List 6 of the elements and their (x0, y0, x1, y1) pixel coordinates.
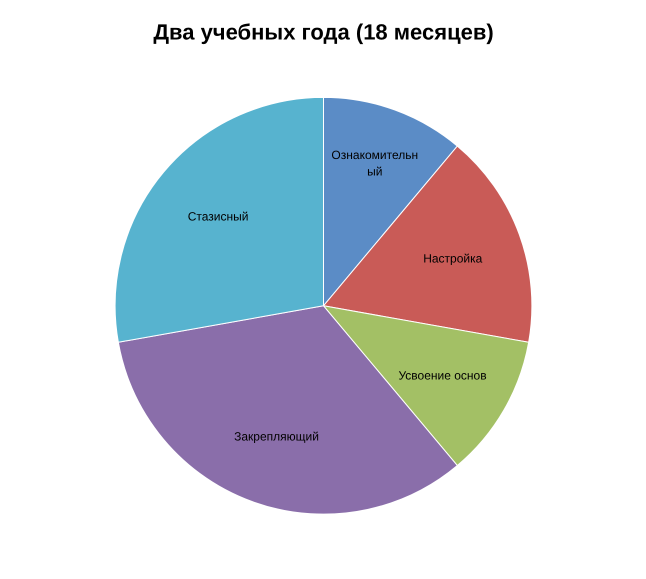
slice-label: Стазисный (188, 210, 248, 224)
slice-label: Ознакомительный (331, 148, 418, 179)
chart-title: Два учебных года (18 месяцев) (153, 20, 494, 45)
slice-label: Усвоение основ (398, 368, 487, 382)
slice-label: Закрепляющий (234, 429, 319, 444)
slice-label: Настройка (423, 251, 483, 266)
